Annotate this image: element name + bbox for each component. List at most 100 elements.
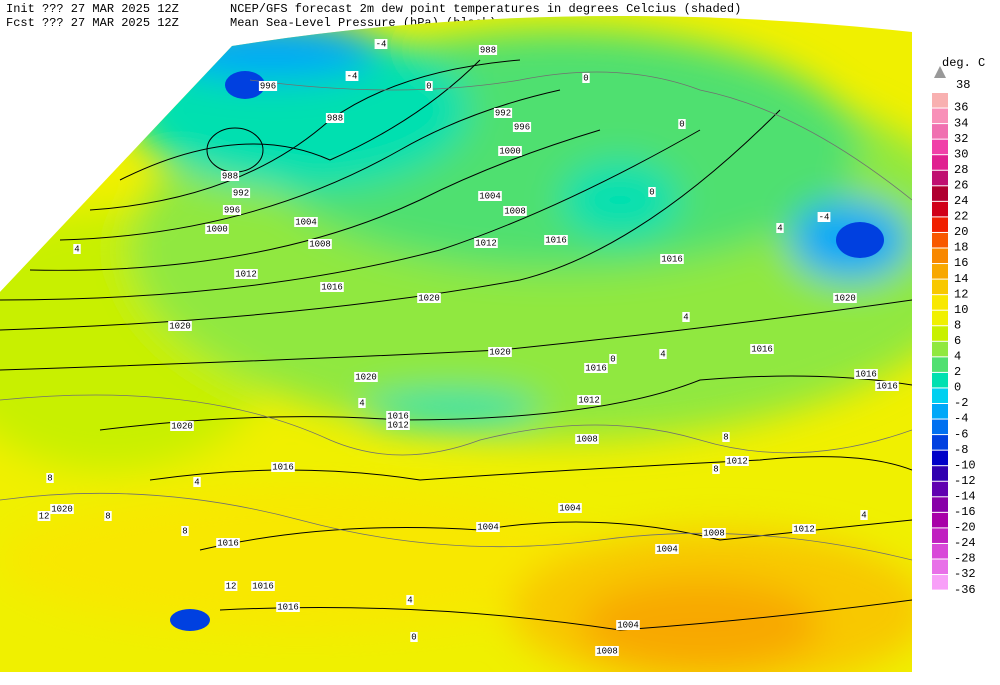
dewpoint-label-bg: [817, 212, 831, 222]
dewpoint-label-group: 8: [722, 432, 730, 442]
colorbar-label: 34: [954, 116, 968, 130]
isobar-label-bg: [308, 239, 332, 249]
isobar-label: 1004: [479, 191, 501, 201]
isobar-label-group: 1016: [271, 462, 295, 472]
isobar-label-group: 1008: [308, 239, 332, 249]
dewpoint-label: 8: [182, 526, 187, 536]
isobar-label: 1000: [206, 224, 228, 234]
isobar-label-bg: [702, 528, 726, 538]
dewpoint-label: 4: [777, 223, 782, 233]
colorbar-label: -6: [954, 427, 968, 441]
colorbar-swatch: [932, 559, 948, 575]
isobar-label-bg: [276, 602, 300, 612]
colorbar-swatch: [932, 404, 948, 419]
isobar-label: 1020: [834, 293, 856, 303]
isobar-label: 1008: [504, 206, 526, 216]
isobar-label-bg: [220, 171, 240, 181]
isobar-label: 1004: [295, 217, 317, 227]
isobar-label-bg: [170, 421, 194, 431]
colorbar-swatch: [932, 232, 948, 248]
isobar-label-group: 1008: [702, 528, 726, 538]
colorbar-label: 2: [954, 365, 961, 379]
isobar-label: 1004: [477, 522, 499, 532]
colorbar-label: 14: [954, 272, 968, 286]
dewpoint-label-group: 8: [104, 511, 112, 521]
dewpoint-label: 4: [660, 349, 665, 359]
colorbar-swatch: [932, 419, 948, 435]
dewpoint-label-group: 0: [648, 187, 656, 197]
colorbar-swatch: [932, 186, 948, 201]
isobar-label-group: 1016: [386, 411, 410, 421]
isobar-label-group: 1012: [234, 269, 258, 279]
isobar-label: 1008: [309, 239, 331, 249]
isobar-label-group: 1016: [276, 602, 300, 612]
dewpoint-label-group: -4: [345, 71, 359, 81]
dewpoint-label-bg: [425, 81, 433, 91]
dewpoint-label-group: 8: [46, 473, 54, 483]
isobar-label: 1020: [169, 321, 191, 331]
isobar-label-group: 1008: [575, 434, 599, 444]
dewpoint-label-bg: [345, 71, 359, 81]
dewpoint-label-bg: [37, 511, 51, 521]
isobar-label-bg: [251, 581, 275, 591]
isobar-label: 1008: [703, 528, 725, 538]
colorbar-label: 28: [954, 163, 968, 177]
isobar-label-group: 1016: [854, 369, 878, 379]
isobar-label-group: 988: [325, 113, 345, 123]
dewpoint-label-group: 8: [712, 464, 720, 474]
dewpoint-label: 4: [359, 398, 364, 408]
dewpoint-label-group: 0: [425, 81, 433, 91]
isobar-label-bg: [386, 420, 410, 430]
isobar-label-bg: [320, 282, 344, 292]
isobar-label-bg: [271, 462, 295, 472]
dewpoint-label-bg: [46, 473, 54, 483]
dewpoint-label-group: 4: [193, 477, 201, 487]
colorbar-swatch: [932, 326, 948, 341]
isobar-label-bg: [205, 224, 229, 234]
isobar-label-group: 1012: [725, 456, 749, 466]
isobar-label-bg: [386, 411, 410, 421]
dewpoint-label-bg: [678, 119, 686, 129]
map-title: NCEP/GFS forecast 2m dew point temperatu…: [230, 2, 741, 16]
isobar-label-bg: [792, 524, 816, 534]
dewpoint-label: 4: [74, 244, 79, 254]
isobar-label: 1016: [585, 363, 607, 373]
isobar-label-bg: [417, 293, 441, 303]
isobar-label-group: 1012: [577, 395, 601, 405]
isobar-label-bg: [575, 434, 599, 444]
isobar-label: 1012: [235, 269, 257, 279]
isobar-label: 1000: [499, 146, 521, 156]
isobar-label-group: 1016: [584, 363, 608, 373]
dewpoint-label: 8: [723, 432, 728, 442]
isobar-label: 1016: [661, 254, 683, 264]
isobar-label-bg: [584, 363, 608, 373]
isobar-label: 1012: [726, 456, 748, 466]
isobar-label-bg: [488, 347, 512, 357]
dewpoint-label: -4: [819, 212, 830, 222]
colorbar-swatch: [932, 217, 948, 232]
isobar-label: 992: [233, 188, 249, 198]
isobar-label: 1008: [576, 434, 598, 444]
colorbar-label: 26: [954, 178, 968, 192]
isobar-label: 1004: [559, 503, 581, 513]
dewpoint-label-bg: [104, 511, 112, 521]
dewpoint-label-bg: [648, 187, 656, 197]
colorbar-swatch: [932, 543, 948, 559]
isobar-label-group: 992: [231, 188, 251, 198]
isobar-label: 1012: [387, 420, 409, 430]
isobar-label-group: 1020: [833, 293, 857, 303]
colorbar-swatch: [932, 528, 948, 543]
dewpoint-label: 0: [411, 632, 416, 642]
isobar-label-group: 1016: [660, 254, 684, 264]
dewpoint-label: 0: [583, 73, 588, 83]
colorbar-label: -10: [954, 458, 976, 472]
isobar-label: 996: [260, 81, 276, 91]
isobar-label-bg: [354, 372, 378, 382]
dewpoint-label: 4: [407, 595, 412, 605]
colorbar-unit: deg. C: [942, 56, 985, 70]
dewpoint-label-group: 4: [682, 312, 690, 322]
isobar-label: 1020: [489, 347, 511, 357]
colorbar-label: 24: [954, 194, 968, 208]
